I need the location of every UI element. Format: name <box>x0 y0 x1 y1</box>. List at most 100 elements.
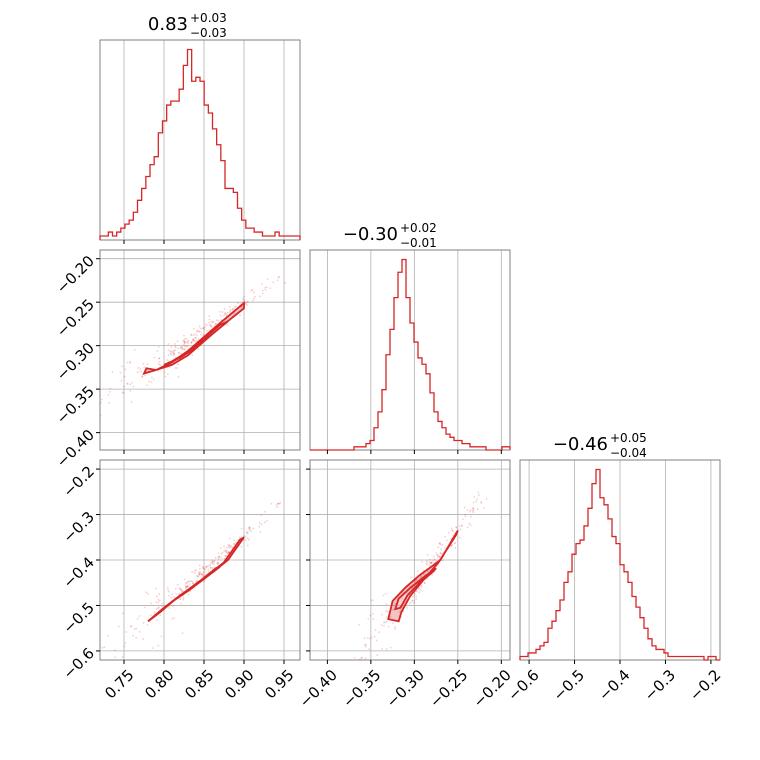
sample-point <box>209 566 212 569</box>
sample-point <box>230 544 233 547</box>
sample-point <box>142 638 144 640</box>
sample-point <box>277 502 280 505</box>
sample-point <box>361 656 363 659</box>
sample-point <box>123 645 126 648</box>
sample-point <box>196 575 199 578</box>
sample-point <box>173 617 175 620</box>
sample-point <box>160 635 163 638</box>
sample-point <box>192 582 194 585</box>
sample-point <box>412 595 414 598</box>
sample-point <box>412 602 415 604</box>
sample-point <box>173 349 176 352</box>
sample-point <box>246 304 248 306</box>
sample-point <box>207 565 210 567</box>
sample-point <box>146 624 149 626</box>
sample-point <box>190 333 193 336</box>
sample-point <box>229 546 232 549</box>
sample-point <box>248 529 251 531</box>
sample-point <box>200 331 203 334</box>
x-tick-label: 0.75 <box>101 666 137 702</box>
sample-point <box>420 575 423 578</box>
sample-point <box>428 564 431 567</box>
sample-point <box>372 613 374 616</box>
sample-point <box>228 546 231 549</box>
sample-point <box>208 321 211 324</box>
sample-point <box>143 606 146 609</box>
sample-point <box>194 336 197 339</box>
title-minus: −0.03 <box>190 26 227 40</box>
sample-point <box>413 593 416 596</box>
sample-point <box>234 305 237 307</box>
sample-point <box>140 370 142 373</box>
sample-point <box>191 580 194 583</box>
sample-point <box>107 393 110 396</box>
sample-point <box>263 521 266 524</box>
sample-point <box>231 308 234 311</box>
sample-point <box>391 608 394 611</box>
sample-point <box>169 350 172 353</box>
sample-point <box>242 298 244 301</box>
sample-point <box>376 654 379 656</box>
sample-point <box>480 500 482 503</box>
sample-point <box>129 389 132 392</box>
sample-point <box>359 658 361 660</box>
sample-point <box>437 564 440 566</box>
sample-point <box>438 556 441 559</box>
sample-point <box>229 537 232 540</box>
sample-point <box>420 584 423 587</box>
sample-point <box>391 622 394 625</box>
sample-point <box>202 567 205 569</box>
sample-point <box>221 311 224 313</box>
sample-point <box>138 615 141 617</box>
sample-point <box>171 617 173 620</box>
sample-point <box>247 527 250 530</box>
sample-point <box>370 599 373 602</box>
sample-point <box>382 594 385 597</box>
sample-point <box>154 587 157 590</box>
sample-point <box>149 614 152 617</box>
param-title-0: 0.83 +0.03−0.03 <box>148 11 227 40</box>
sample-point <box>198 564 201 567</box>
sample-point <box>124 368 127 371</box>
x-tick-label: −0.35 <box>339 666 384 711</box>
sample-point <box>469 509 472 511</box>
sample-point <box>212 563 215 566</box>
sample-point <box>472 507 475 510</box>
sample-point <box>181 348 184 351</box>
sample-point <box>210 561 213 563</box>
sample-point <box>461 524 463 527</box>
sample-point <box>157 598 160 601</box>
sample-point <box>183 342 186 344</box>
sample-point <box>224 549 227 552</box>
sample-point <box>228 306 231 308</box>
sample-point <box>439 555 441 558</box>
sample-point <box>220 556 223 559</box>
sample-point <box>158 593 161 596</box>
sample-point <box>439 552 442 554</box>
sample-point <box>183 340 186 343</box>
sample-point <box>477 491 480 494</box>
sample-point <box>223 314 225 317</box>
sample-point <box>145 591 148 594</box>
sample-point <box>198 573 201 575</box>
pair-2-density <box>353 491 488 660</box>
sample-point <box>364 657 367 660</box>
sample-point <box>239 314 241 317</box>
sample-point <box>183 345 186 348</box>
sample-point <box>120 379 123 382</box>
sample-point <box>426 562 429 564</box>
sample-point <box>210 320 213 323</box>
sample-point <box>253 295 256 298</box>
sample-point <box>157 369 160 372</box>
sample-point <box>211 567 214 569</box>
sample-point <box>188 583 191 585</box>
sample-point <box>439 543 442 546</box>
sample-point <box>225 550 227 553</box>
sample-point <box>219 547 222 549</box>
sample-point <box>243 299 246 302</box>
sample-point <box>174 367 177 369</box>
sample-point <box>198 571 201 573</box>
sample-point <box>220 552 223 555</box>
sample-point <box>272 281 275 284</box>
